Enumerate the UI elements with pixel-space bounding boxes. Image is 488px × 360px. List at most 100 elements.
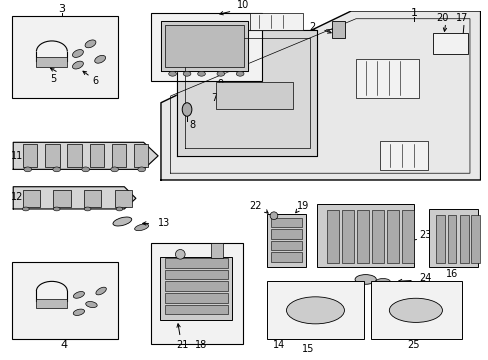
Text: 3: 3 xyxy=(58,4,65,14)
Bar xyxy=(216,82,293,109)
Bar xyxy=(379,141,427,170)
Bar xyxy=(164,270,227,279)
Bar xyxy=(432,33,467,54)
Bar xyxy=(164,293,227,303)
Text: 16: 16 xyxy=(445,269,457,279)
Text: 18: 18 xyxy=(195,340,207,350)
Text: 19: 19 xyxy=(296,201,308,211)
Bar xyxy=(23,144,37,167)
Bar xyxy=(470,215,479,263)
Bar xyxy=(164,305,227,314)
Bar xyxy=(402,210,413,263)
Text: 7: 7 xyxy=(210,93,217,103)
Bar xyxy=(326,210,338,263)
Bar xyxy=(356,210,368,263)
Polygon shape xyxy=(13,142,158,169)
Text: 24: 24 xyxy=(418,274,430,283)
Ellipse shape xyxy=(85,40,96,48)
Ellipse shape xyxy=(72,61,83,69)
Bar xyxy=(342,210,353,263)
Text: 1: 1 xyxy=(409,8,417,18)
Text: 15: 15 xyxy=(301,344,313,354)
Ellipse shape xyxy=(111,167,118,172)
Bar xyxy=(134,144,148,167)
Bar xyxy=(331,21,345,38)
Bar xyxy=(12,16,118,98)
Text: 22: 22 xyxy=(248,201,261,211)
Polygon shape xyxy=(177,30,317,156)
Circle shape xyxy=(269,212,277,220)
Ellipse shape xyxy=(286,297,344,324)
Text: 21: 21 xyxy=(176,340,188,350)
Bar xyxy=(266,214,305,267)
Text: 9: 9 xyxy=(217,80,224,89)
Bar xyxy=(36,57,67,67)
Bar xyxy=(114,190,132,207)
Bar xyxy=(160,257,232,320)
Text: 8: 8 xyxy=(189,120,196,130)
Text: 25: 25 xyxy=(407,340,419,350)
Bar xyxy=(371,210,383,263)
Text: 13: 13 xyxy=(158,219,170,229)
Bar xyxy=(67,144,81,167)
Text: 12: 12 xyxy=(11,192,23,202)
Text: 2: 2 xyxy=(309,22,315,32)
Bar xyxy=(435,215,444,263)
Bar xyxy=(36,299,67,309)
Ellipse shape xyxy=(72,50,83,57)
Ellipse shape xyxy=(73,292,84,298)
Bar xyxy=(270,229,301,239)
Polygon shape xyxy=(161,11,480,180)
Bar xyxy=(53,190,71,207)
Bar xyxy=(386,210,398,263)
Ellipse shape xyxy=(73,309,84,315)
Ellipse shape xyxy=(388,298,442,323)
Bar xyxy=(151,13,262,81)
Ellipse shape xyxy=(53,207,60,211)
Ellipse shape xyxy=(53,167,61,172)
Ellipse shape xyxy=(96,287,106,295)
Text: 10: 10 xyxy=(237,0,249,10)
Ellipse shape xyxy=(183,71,190,76)
Bar xyxy=(270,241,301,251)
Ellipse shape xyxy=(81,167,89,172)
Bar xyxy=(111,144,126,167)
Polygon shape xyxy=(161,21,247,71)
Bar xyxy=(370,282,461,339)
Ellipse shape xyxy=(168,71,176,76)
Bar xyxy=(270,252,301,262)
Ellipse shape xyxy=(354,275,376,284)
Bar xyxy=(317,204,413,267)
Ellipse shape xyxy=(138,167,145,172)
Ellipse shape xyxy=(197,71,205,76)
Ellipse shape xyxy=(182,103,191,116)
Ellipse shape xyxy=(217,71,224,76)
Text: 20: 20 xyxy=(436,13,448,23)
Bar xyxy=(211,243,223,258)
Bar xyxy=(45,144,60,167)
Circle shape xyxy=(175,249,185,259)
Bar xyxy=(447,215,455,263)
Bar xyxy=(355,59,418,98)
Bar xyxy=(249,13,302,30)
Text: 4: 4 xyxy=(61,340,68,350)
Text: 17: 17 xyxy=(455,13,468,23)
Ellipse shape xyxy=(24,167,32,172)
Bar xyxy=(89,144,104,167)
Bar xyxy=(151,243,243,344)
Bar xyxy=(266,282,363,339)
Polygon shape xyxy=(13,187,136,209)
Bar xyxy=(164,282,227,291)
Ellipse shape xyxy=(375,279,390,286)
Bar xyxy=(459,215,468,263)
Ellipse shape xyxy=(134,224,148,231)
Ellipse shape xyxy=(22,207,29,211)
Bar xyxy=(164,258,227,268)
Ellipse shape xyxy=(116,207,122,211)
Bar xyxy=(84,190,101,207)
Ellipse shape xyxy=(113,217,131,226)
Bar xyxy=(23,190,40,207)
Text: 14: 14 xyxy=(272,340,285,350)
Text: 5: 5 xyxy=(51,73,57,84)
Text: 6: 6 xyxy=(92,76,98,86)
